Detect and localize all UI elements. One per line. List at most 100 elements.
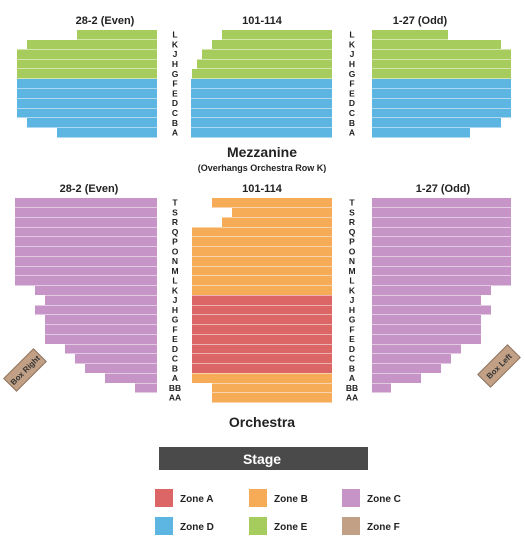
orchestra-center-row-Q[interactable]: [192, 227, 332, 237]
orchestra-right-row-E[interactable]: [372, 334, 481, 344]
orchestra-left-row-K[interactable]: [35, 285, 157, 295]
mezzanine-center-row-A[interactable]: [191, 128, 332, 138]
orchestra-right-row-N[interactable]: [372, 256, 511, 266]
orchestra-left-row-BB[interactable]: [135, 383, 157, 393]
mezzanine-right-row-E[interactable]: [372, 88, 511, 99]
orchestra-left-row-J[interactable]: [45, 295, 157, 305]
orchestra-center-row-F[interactable]: [192, 324, 332, 334]
orchestra-right-row-H[interactable]: [372, 305, 491, 315]
box-right[interactable]: Box Right: [3, 348, 47, 392]
orchestra-center-row-B[interactable]: [192, 363, 332, 373]
orchestra-center-row-G[interactable]: [192, 315, 332, 325]
mezzanine-center-row-G[interactable]: [192, 69, 332, 79]
mezzanine-center-row-L[interactable]: [222, 30, 332, 40]
orchestra-left-row-A[interactable]: [105, 373, 157, 383]
box-left[interactable]: Box Left: [477, 344, 521, 388]
orchestra-left-row-S[interactable]: [15, 207, 157, 217]
orchestra-center-row-AA[interactable]: [212, 393, 332, 403]
orchestra-right-row-D[interactable]: [372, 344, 461, 354]
mezzanine-right-row-H[interactable]: [372, 59, 511, 69]
orchestra-center-row-M[interactable]: [192, 266, 332, 276]
orchestra-center-row-T[interactable]: [212, 198, 332, 208]
mezzanine-center-row-K[interactable]: [212, 39, 332, 50]
orchestra-left-row-T[interactable]: [15, 198, 157, 208]
orchestra-right-row-P[interactable]: [372, 237, 511, 247]
mezzanine-left-row-E[interactable]: [17, 88, 157, 99]
orchestra-center-row-P[interactable]: [192, 237, 332, 247]
orchestra-center-row-J[interactable]: [192, 295, 332, 305]
orchestra-right-row-R[interactable]: [372, 217, 511, 227]
mezzanine-right-row-G[interactable]: [372, 69, 511, 79]
mezzanine-left-row-C[interactable]: [17, 108, 157, 118]
orchestra-right-row-L[interactable]: [372, 276, 511, 286]
orchestra-center-row-BB[interactable]: [212, 383, 332, 393]
orchestra-center-row-D[interactable]: [192, 344, 332, 354]
orchestra-center-row-A[interactable]: [192, 373, 332, 383]
orchestra-center-row-S[interactable]: [232, 207, 332, 217]
orchestra-left-row-M[interactable]: [15, 266, 157, 276]
orchestra-center-row-R[interactable]: [222, 217, 332, 227]
mezzanine-center-heading: 101-114: [242, 15, 283, 27]
mezzanine-center-row-B[interactable]: [191, 118, 332, 128]
orchestra-left-row-O[interactable]: [15, 246, 157, 256]
orchestra-right-row-B[interactable]: [372, 363, 441, 373]
stage-block: [159, 447, 368, 470]
orchestra-right-row-F[interactable]: [372, 324, 481, 334]
orchestra-left-row-L[interactable]: [15, 276, 157, 286]
orchestra-row-label: O: [349, 246, 356, 256]
orchestra-left-row-G[interactable]: [45, 315, 157, 325]
orchestra-left-row-F[interactable]: [45, 324, 157, 334]
mezzanine-left-row-K[interactable]: [27, 39, 157, 50]
orchestra-left-row-R[interactable]: [15, 217, 157, 227]
orchestra-right-row-A[interactable]: [372, 373, 421, 383]
orchestra-right-row-C[interactable]: [372, 354, 451, 364]
mezzanine-left-row-B[interactable]: [27, 118, 157, 128]
mezzanine-right-row-A[interactable]: [372, 128, 470, 138]
mezzanine-center-row-F[interactable]: [191, 79, 332, 89]
orchestra-center-row-K[interactable]: [192, 285, 332, 295]
orchestra-left-row-P[interactable]: [15, 237, 157, 247]
orchestra-right-row-M[interactable]: [372, 266, 511, 276]
orchestra-left-row-E[interactable]: [45, 334, 157, 344]
mezzanine-center-row-E[interactable]: [191, 88, 332, 99]
mezzanine-center-row-D[interactable]: [191, 98, 332, 108]
mezzanine-left-row-G[interactable]: [17, 69, 157, 79]
orchestra-left-row-H[interactable]: [35, 305, 157, 315]
mezzanine-right-row-K[interactable]: [372, 39, 501, 50]
orchestra-center-row-E[interactable]: [192, 334, 332, 344]
mezzanine-right-row-C[interactable]: [372, 108, 511, 118]
mezzanine-center-row-H[interactable]: [197, 59, 332, 69]
orchestra-right-row-J[interactable]: [372, 295, 481, 305]
orchestra-center-row-O[interactable]: [192, 246, 332, 256]
mezzanine-left-row-H[interactable]: [17, 59, 157, 69]
mezzanine-center-row-J[interactable]: [202, 49, 332, 59]
mezzanine-left-row-L[interactable]: [77, 30, 157, 40]
mezzanine-left-row-A[interactable]: [57, 128, 157, 138]
orchestra-right-row-S[interactable]: [372, 207, 511, 217]
orchestra-center-row-H[interactable]: [192, 305, 332, 315]
orchestra-right-row-BB[interactable]: [372, 383, 391, 393]
orchestra-row-label: A: [349, 373, 355, 383]
mezzanine-left-row-J[interactable]: [17, 49, 157, 59]
orchestra-left-row-B[interactable]: [85, 363, 157, 373]
mezzanine-right-row-D[interactable]: [372, 98, 511, 108]
orchestra-right-row-G[interactable]: [372, 315, 481, 325]
orchestra-center-row-L[interactable]: [192, 276, 332, 286]
orchestra-center-row-C[interactable]: [192, 354, 332, 364]
mezzanine-left-row-D[interactable]: [17, 98, 157, 108]
orchestra-right-row-Q[interactable]: [372, 227, 511, 237]
mezzanine-left-row-F[interactable]: [17, 79, 157, 89]
orchestra-left-row-C[interactable]: [75, 354, 157, 364]
orchestra-right-row-K[interactable]: [372, 285, 491, 295]
orchestra-right-row-T[interactable]: [372, 198, 511, 208]
mezzanine-right-row-B[interactable]: [372, 118, 501, 128]
orchestra-left-row-D[interactable]: [65, 344, 157, 354]
mezzanine-right-row-L[interactable]: [372, 30, 448, 40]
orchestra-left-row-N[interactable]: [15, 256, 157, 266]
mezzanine-center-row-C[interactable]: [191, 108, 332, 118]
mezzanine-right-row-J[interactable]: [372, 49, 511, 59]
orchestra-right-row-O[interactable]: [372, 246, 511, 256]
orchestra-center-row-N[interactable]: [192, 256, 332, 266]
orchestra-left-row-Q[interactable]: [15, 227, 157, 237]
mezzanine-right-row-F[interactable]: [372, 79, 511, 89]
